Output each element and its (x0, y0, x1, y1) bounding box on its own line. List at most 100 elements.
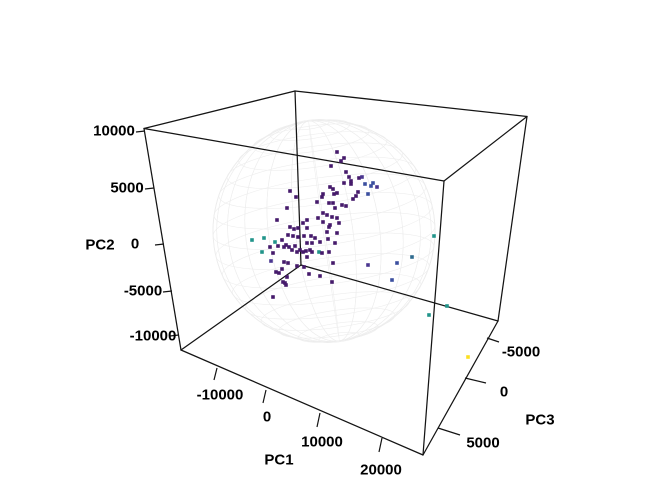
data-point-purple (332, 192, 336, 196)
data-point-purple (327, 225, 331, 229)
data-point-purple (356, 190, 360, 194)
box-edge-DA (143, 127, 445, 182)
data-point-blue (366, 192, 370, 196)
data-point-purple (316, 216, 320, 220)
data-point-purple (315, 200, 319, 204)
pc1-tick-label: 10000 (301, 434, 343, 451)
data-point-purple (275, 218, 279, 222)
data-point-purple (285, 206, 289, 210)
data-point-purple (277, 271, 281, 275)
data-point-purple (290, 248, 294, 252)
data-point-blue (395, 261, 399, 265)
scatter-points (250, 150, 470, 359)
pc1-axis-title: PC1 (264, 452, 293, 469)
data-point-purple (302, 234, 306, 238)
data-point-purple (310, 250, 314, 254)
data-point-violet (360, 175, 364, 179)
data-point-purple (328, 185, 332, 189)
data-point-purple (268, 245, 272, 249)
box-edge-BC (294, 90, 528, 118)
data-point-purple (294, 195, 298, 199)
box-edge-AL (143, 127, 182, 351)
data-point-purple (305, 218, 309, 222)
data-point-purple (321, 220, 325, 224)
data-point-purple (325, 230, 329, 234)
pc2-axis-title: PC2 (85, 237, 114, 254)
data-point-purple (320, 195, 324, 199)
data-point-purple (340, 203, 344, 207)
data-point-purple (286, 261, 290, 265)
data-point-purple (357, 176, 361, 180)
data-point-purple (335, 191, 339, 195)
data-point-purple (331, 201, 335, 205)
pc2-tick-label: -5000 (124, 283, 162, 300)
data-point-steel-blue (410, 255, 414, 259)
data-point-teal (445, 304, 449, 308)
pc2-tick-label: 5000 (110, 180, 143, 197)
data-point-purple (282, 245, 286, 249)
data-point-purple (282, 260, 286, 264)
data-point-purple (327, 201, 331, 205)
pc1-tick (316, 412, 321, 428)
data-point-purple (285, 275, 289, 279)
data-point-purple (295, 250, 299, 254)
data-point-purple (302, 265, 306, 269)
data-point-blue (371, 181, 375, 185)
data-point-purple (296, 235, 300, 239)
data-point-purple (280, 238, 284, 242)
pc3-tick-label: 5000 (466, 435, 499, 452)
data-point-purple (331, 261, 335, 265)
data-point-purple (301, 221, 305, 225)
data-point-purple (318, 274, 322, 278)
pc1-tick-label: 20000 (360, 462, 402, 479)
data-point-purple (292, 227, 296, 231)
pc2-tick-label: -10000 (130, 328, 177, 345)
data-point-purple (308, 248, 312, 252)
data-point-purple (320, 251, 324, 255)
data-point-purple (307, 272, 311, 276)
data-point-purple (339, 159, 343, 163)
data-point-purple (335, 231, 339, 235)
pc3-tick (437, 427, 461, 436)
pc2-tick (169, 334, 180, 337)
data-point-purple (305, 226, 309, 230)
bounding-box (143, 90, 528, 456)
data-point-purple (305, 241, 309, 245)
pc3-axis: -5000 0 5000 PC3 (437, 337, 555, 452)
data-point-teal (260, 250, 264, 254)
data-point-purple (295, 264, 299, 268)
data-point-teal (250, 238, 254, 242)
data-point-purple (331, 187, 335, 191)
pc2-axis: 10000 5000 0 -5000 -10000 PC2 (85, 123, 180, 345)
data-point-purple (342, 156, 346, 160)
data-point-purple (287, 245, 291, 249)
data-point-purple (325, 213, 329, 217)
data-point-purple (347, 175, 351, 179)
pc1-tick (378, 437, 383, 453)
data-point-purple (304, 249, 308, 253)
data-point-purple (349, 182, 353, 186)
data-point-blue (363, 182, 367, 186)
pc3-tick-label: -5000 (502, 344, 540, 361)
pc3-tick (486, 337, 500, 343)
box-edge-FE (422, 320, 499, 456)
data-point-purple (333, 206, 337, 210)
pc3-tick (464, 377, 487, 384)
data-point-purple (344, 170, 348, 174)
box-edge-AB (143, 90, 296, 130)
data-point-purple (335, 150, 339, 154)
data-point-purple (296, 226, 300, 230)
data-point-purple (335, 216, 339, 220)
pc2-tick (162, 290, 173, 293)
data-point-violet (366, 263, 370, 267)
data-point-purple (328, 223, 332, 227)
data-point-teal (427, 313, 431, 317)
data-point-purple (271, 295, 275, 299)
data-point-purple (310, 241, 314, 245)
pc2-tick (154, 243, 165, 246)
data-point-purple (274, 270, 278, 274)
box-edge-CE (497, 115, 528, 322)
pc1-tick (262, 389, 267, 404)
